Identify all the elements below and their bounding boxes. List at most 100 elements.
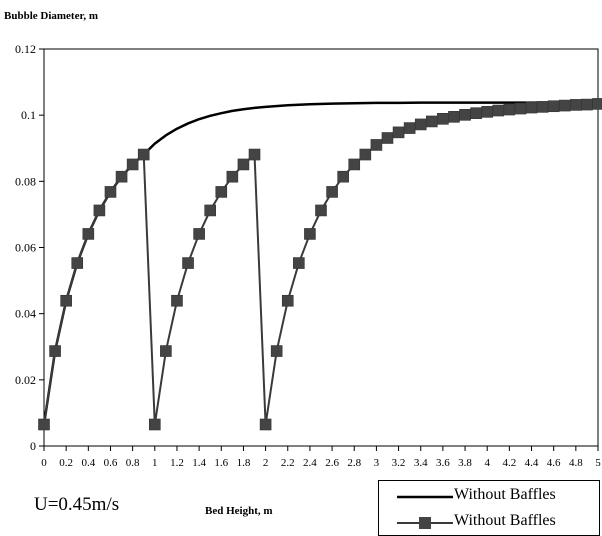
- data-point-marker: [370, 139, 383, 151]
- tick-labels: 0 0.02 0.04 0.06 0.08 0.1 0.12 0 0.2 0.4 0.6 0.8 1 1.…: [15, 42, 601, 469]
- data-point-marker: [470, 107, 482, 119]
- x-tick-label: 0.6: [104, 457, 118, 469]
- data-point-marker: [337, 170, 349, 183]
- legend-line-swatch: [397, 495, 453, 499]
- series-line-without-baffles: [42, 101, 598, 425]
- data-point-marker: [171, 294, 183, 307]
- legend-label-line: Without Baffles: [454, 486, 556, 503]
- x-tick-label: 0.8: [126, 457, 140, 469]
- data-point-marker: [38, 418, 50, 431]
- data-point-marker: [503, 103, 516, 116]
- data-point-marker: [160, 345, 172, 357]
- x-tick-label: 3: [374, 457, 380, 469]
- y-tick-label: 0.02: [15, 373, 36, 387]
- data-point-marker: [481, 106, 494, 118]
- data-point-marker: [359, 148, 372, 161]
- data-point-marker: [592, 98, 602, 110]
- x-tick-label: 4.4: [525, 457, 539, 469]
- x-tick-label: 0.2: [59, 457, 73, 469]
- data-point-marker: [248, 148, 261, 161]
- data-point-marker: [403, 122, 416, 134]
- y-tick-label: 0.06: [15, 241, 36, 255]
- x-tick-label: 2.8: [347, 457, 361, 469]
- x-tick-label: 5: [595, 457, 601, 469]
- data-point-marker: [459, 109, 471, 121]
- data-point-marker: [448, 111, 460, 123]
- data-point-marker: [437, 113, 449, 125]
- data-point-marker: [60, 294, 72, 307]
- x-tick-label: 4.2: [502, 457, 516, 469]
- x-tick-label: 1.4: [192, 457, 206, 469]
- data-point-marker: [536, 101, 549, 113]
- data-point-marker: [237, 158, 250, 171]
- data-point-marker: [492, 104, 505, 117]
- velocity-annotation: U=0.45m/s: [34, 494, 120, 515]
- data-point-marker: [326, 186, 338, 198]
- data-point-marker: [547, 100, 560, 113]
- y-tick-label: 0: [30, 439, 36, 453]
- data-point-marker: [82, 228, 95, 240]
- data-point-marker: [304, 228, 316, 240]
- data-point-marker: [259, 418, 272, 431]
- y-tick-label: 0.04: [15, 307, 36, 321]
- x-tick-label: 2.4: [303, 457, 317, 469]
- data-point-marker: [514, 102, 527, 115]
- x-tick-label: 2: [263, 457, 269, 469]
- x-tick-label: 4.8: [569, 457, 583, 469]
- data-point-marker: [381, 132, 394, 144]
- x-tick-label: 3.6: [436, 457, 450, 469]
- data-point-marker: [570, 99, 582, 111]
- y-tick-label: 0.1: [21, 108, 36, 122]
- data-point-marker: [149, 418, 161, 431]
- x-tick-label: 0: [41, 457, 47, 469]
- data-point-marker: [315, 204, 327, 217]
- data-point-marker: [104, 186, 117, 198]
- x-axis-label: Bed Height, m: [205, 505, 273, 517]
- data-point-marker: [392, 126, 405, 139]
- data-point-marker: [581, 98, 593, 111]
- data-point-marker: [525, 101, 538, 114]
- data-point-marker: [215, 186, 228, 198]
- data-point-marker: [93, 204, 106, 217]
- data-point-marker: [126, 158, 139, 171]
- legend-item-markers: Without Baffles: [379, 511, 599, 535]
- y-tick-label: 0.08: [15, 174, 36, 188]
- data-point-marker: [281, 294, 294, 307]
- x-tick-label: 2.6: [325, 457, 339, 469]
- x-tick-label: 2.2: [281, 457, 295, 469]
- data-point-marker: [204, 204, 216, 217]
- x-tick-label: 0.4: [81, 457, 95, 469]
- data-point-marker: [49, 345, 61, 357]
- x-tick-label: 3.2: [392, 457, 406, 469]
- y-axis-label: Bubble Diameter, m: [4, 10, 99, 22]
- axes: [39, 48, 599, 451]
- x-tick-label: 4.6: [547, 457, 561, 469]
- data-point-marker: [115, 170, 128, 183]
- data-point-marker: [71, 257, 84, 269]
- data-point-marker: [558, 99, 571, 112]
- legend-item-line: Without Baffles: [379, 485, 599, 509]
- y-tick-label: 0.12: [15, 42, 36, 56]
- data-point-marker: [293, 257, 305, 269]
- legend-label-markers: Without Baffles: [454, 512, 556, 529]
- data-point-marker: [414, 118, 427, 131]
- x-tick-label: 1: [152, 457, 158, 469]
- x-tick-label: 1.2: [170, 457, 184, 469]
- data-point-marker: [193, 228, 205, 240]
- x-tick-label: 4: [484, 457, 490, 469]
- series: [38, 98, 602, 431]
- data-point-marker: [270, 345, 283, 357]
- data-point-marker: [425, 115, 438, 128]
- x-tick-label: 1.6: [214, 457, 228, 469]
- x-tick-label: 1.8: [237, 457, 251, 469]
- x-tick-label: 3.8: [458, 457, 472, 469]
- data-point-marker: [182, 257, 194, 269]
- legend: Without Baffles Without Baffles: [378, 480, 600, 536]
- data-point-marker: [348, 158, 361, 171]
- data-point-marker: [226, 170, 239, 183]
- data-point-marker: [137, 148, 150, 161]
- series-line-with-markers: [43, 102, 599, 426]
- x-tick-label: 3.4: [414, 457, 428, 469]
- legend-marker-swatch: [397, 517, 453, 529]
